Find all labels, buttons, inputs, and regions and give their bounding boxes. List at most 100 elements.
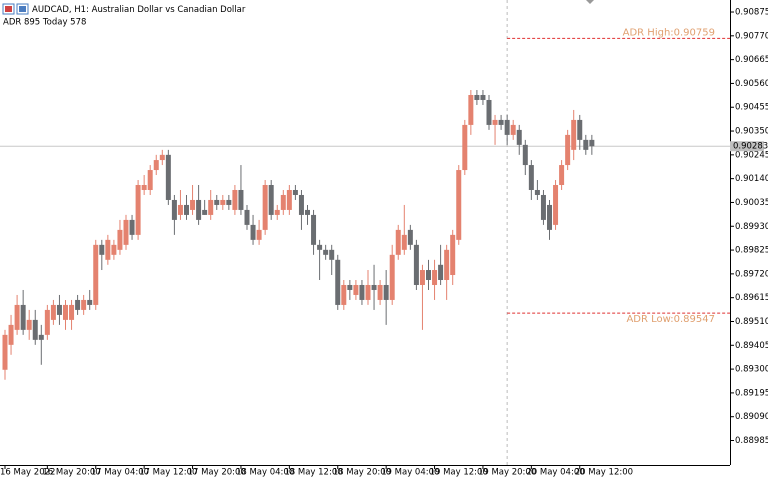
candle-body [528, 165, 534, 190]
candle-body [202, 209, 208, 215]
symbol-icons [2, 3, 29, 15]
x-tick-label: 19 May 20:00 [478, 468, 536, 478]
candle-body [232, 189, 238, 210]
y-tick-label: 0.90455 [735, 103, 768, 113]
candle-body [292, 189, 298, 195]
x-tick-label: 19 May 12:00 [430, 468, 488, 478]
candle-body [123, 219, 129, 245]
candle-body [111, 244, 117, 255]
candle-body [504, 119, 510, 135]
candle-body [226, 199, 232, 205]
candle-body [407, 229, 413, 245]
candle-body [401, 234, 407, 250]
candle-body [165, 154, 171, 200]
candle-body [522, 144, 528, 166]
candle-body [329, 249, 335, 260]
y-tick-label: 0.90560 [735, 79, 768, 89]
candle-body [153, 160, 159, 171]
adr-label: ADR Low:0.89547 [626, 314, 715, 325]
x-tick-label: 20 May 12:00 [575, 468, 633, 478]
candle-body [117, 229, 123, 250]
x-tick-label: 17 May 04:00 [91, 468, 149, 478]
candle-body [583, 139, 589, 150]
candle-body [510, 124, 516, 135]
candle-body [571, 119, 577, 150]
candle-body [220, 199, 226, 205]
candle-body [305, 209, 310, 215]
candle-body [196, 199, 202, 220]
candle-body [359, 284, 365, 300]
adr-label: ADR High:0.90759 [623, 27, 715, 38]
x-tick-label: 18 May 20:00 [333, 468, 391, 478]
candle-body [8, 324, 14, 345]
candle-body [559, 165, 565, 186]
x-tick-label: 19 May 04:00 [381, 468, 439, 478]
candle-body [171, 199, 177, 220]
candle-body [26, 319, 32, 330]
candle-body [75, 299, 81, 310]
candle-body [553, 185, 559, 225]
y-tick-label: 0.90770 [735, 31, 768, 41]
candle-body [462, 124, 468, 171]
candle-body [87, 299, 93, 305]
last-price-box [730, 141, 764, 152]
candle-body [341, 284, 347, 305]
x-tick-label: 18 May 04:00 [236, 468, 294, 478]
candle-body [20, 304, 26, 330]
candle-body [419, 270, 425, 285]
candle-body [456, 170, 462, 240]
candle-body [214, 199, 220, 205]
candle-body [238, 189, 244, 210]
candle-body [347, 284, 353, 290]
candle-body [468, 94, 474, 125]
x-tick-label: 17 May 20:00 [188, 468, 246, 478]
candle-body [335, 259, 341, 305]
candle-body [589, 139, 595, 147]
candle-body [377, 284, 383, 300]
candle-body [323, 249, 329, 255]
candle-body [129, 219, 135, 235]
last-price-label: 0.90283 [733, 142, 768, 152]
candle-body [190, 199, 196, 210]
y-tick-label: 0.88985 [735, 436, 768, 446]
x-tick-label: 17 May 12:00 [139, 468, 197, 478]
candle-body [50, 304, 56, 320]
y-tick-label: 0.89300 [735, 365, 768, 375]
candle-body [474, 94, 480, 100]
candle-body [395, 229, 401, 255]
x-tick-label: 16 May 2022 [0, 468, 55, 478]
candle-body [298, 194, 304, 215]
shift-marker [586, 0, 594, 4]
icon [5, 6, 12, 12]
candle-body [438, 264, 444, 280]
candle-body [14, 304, 20, 330]
y-tick-label: 0.89720 [735, 269, 768, 279]
candle-body [498, 119, 504, 125]
candle-body [244, 209, 250, 225]
candle-body [311, 214, 317, 245]
y-tick-label: 0.90035 [735, 198, 768, 208]
candle-body [159, 154, 165, 161]
candle-body [540, 194, 546, 220]
candle-body [256, 229, 262, 240]
y-tick-label: 0.90350 [735, 127, 768, 137]
candle-body [426, 270, 431, 280]
candle-body [177, 204, 183, 215]
candle-body [262, 185, 268, 230]
candle-body [2, 334, 8, 370]
y-tick-label: 0.89615 [735, 293, 768, 303]
candle-body [450, 234, 456, 276]
y-tick-label: 0.89090 [735, 412, 768, 422]
x-tick-label: 20 May 04:00 [526, 468, 584, 478]
candle-body [286, 189, 292, 210]
y-tick-label: 0.89405 [735, 341, 768, 351]
candle-body [486, 99, 492, 125]
candle-body [56, 304, 62, 315]
candle-body [317, 244, 323, 250]
y-tick-label: 0.89825 [735, 246, 768, 256]
candle-body [69, 304, 75, 320]
candle-body [141, 185, 147, 190]
